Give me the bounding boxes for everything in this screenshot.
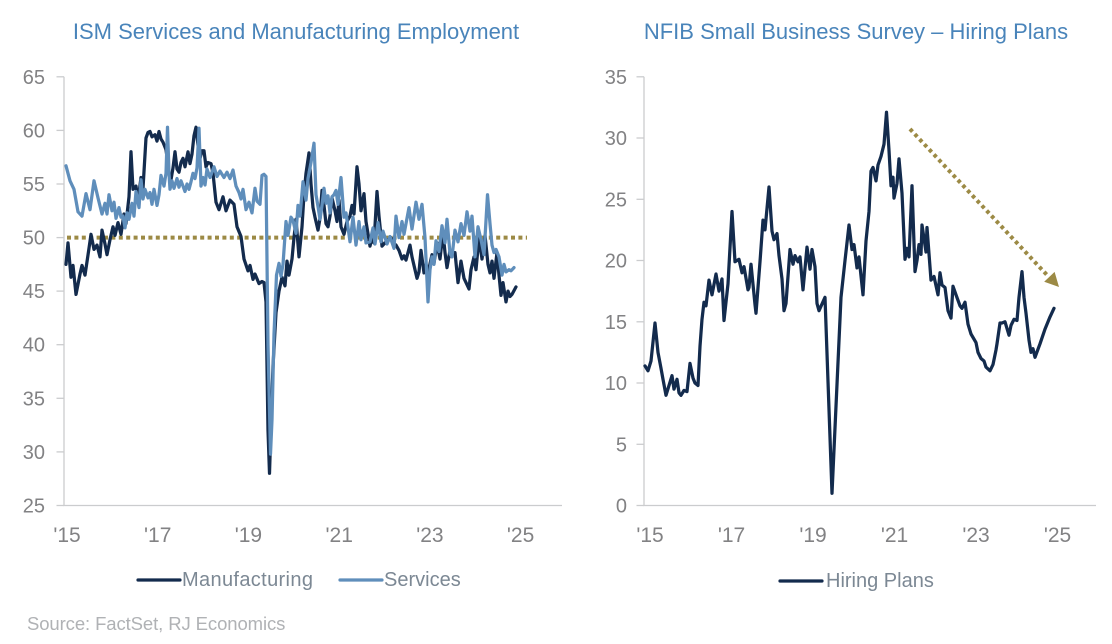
svg-text:35: 35 bbox=[605, 67, 627, 89]
svg-text:10: 10 bbox=[605, 373, 627, 395]
svg-text:30: 30 bbox=[23, 442, 45, 464]
svg-text:50: 50 bbox=[23, 228, 45, 250]
svg-text:'17: '17 bbox=[718, 524, 745, 547]
svg-text:0: 0 bbox=[616, 496, 627, 518]
svg-text:40: 40 bbox=[23, 335, 45, 357]
svg-text:'15: '15 bbox=[53, 524, 80, 547]
svg-text:30: 30 bbox=[605, 128, 627, 150]
svg-text:35: 35 bbox=[23, 388, 45, 410]
svg-text:Hiring Plans: Hiring Plans bbox=[826, 570, 934, 592]
svg-text:Source: FactSet, RJ Economics: Source: FactSet, RJ Economics bbox=[27, 613, 285, 634]
svg-text:65: 65 bbox=[23, 67, 45, 89]
svg-text:'17: '17 bbox=[144, 524, 171, 547]
svg-text:15: 15 bbox=[605, 312, 627, 334]
svg-text:Services: Services bbox=[384, 569, 461, 591]
svg-text:20: 20 bbox=[605, 251, 627, 273]
svg-text:'23: '23 bbox=[416, 524, 443, 547]
svg-text:'19: '19 bbox=[235, 524, 262, 547]
svg-text:5: 5 bbox=[616, 434, 627, 456]
svg-text:'25: '25 bbox=[507, 524, 534, 547]
svg-text:'21: '21 bbox=[881, 524, 908, 547]
svg-text:ISM Services and Manufacturing: ISM Services and Manufacturing Employmen… bbox=[73, 19, 519, 44]
svg-text:25: 25 bbox=[605, 189, 627, 211]
svg-text:NFIB Small Business Survey – H: NFIB Small Business Survey – Hiring Plan… bbox=[644, 19, 1068, 44]
svg-text:'15: '15 bbox=[636, 524, 663, 547]
svg-text:'19: '19 bbox=[799, 524, 826, 547]
svg-text:'25: '25 bbox=[1044, 524, 1071, 547]
svg-text:'21: '21 bbox=[326, 524, 353, 547]
svg-text:25: 25 bbox=[23, 496, 45, 518]
svg-text:45: 45 bbox=[23, 281, 45, 303]
svg-text:Manufacturing: Manufacturing bbox=[182, 569, 313, 591]
svg-text:'23: '23 bbox=[962, 524, 989, 547]
svg-text:60: 60 bbox=[23, 120, 45, 142]
svg-text:55: 55 bbox=[23, 174, 45, 196]
